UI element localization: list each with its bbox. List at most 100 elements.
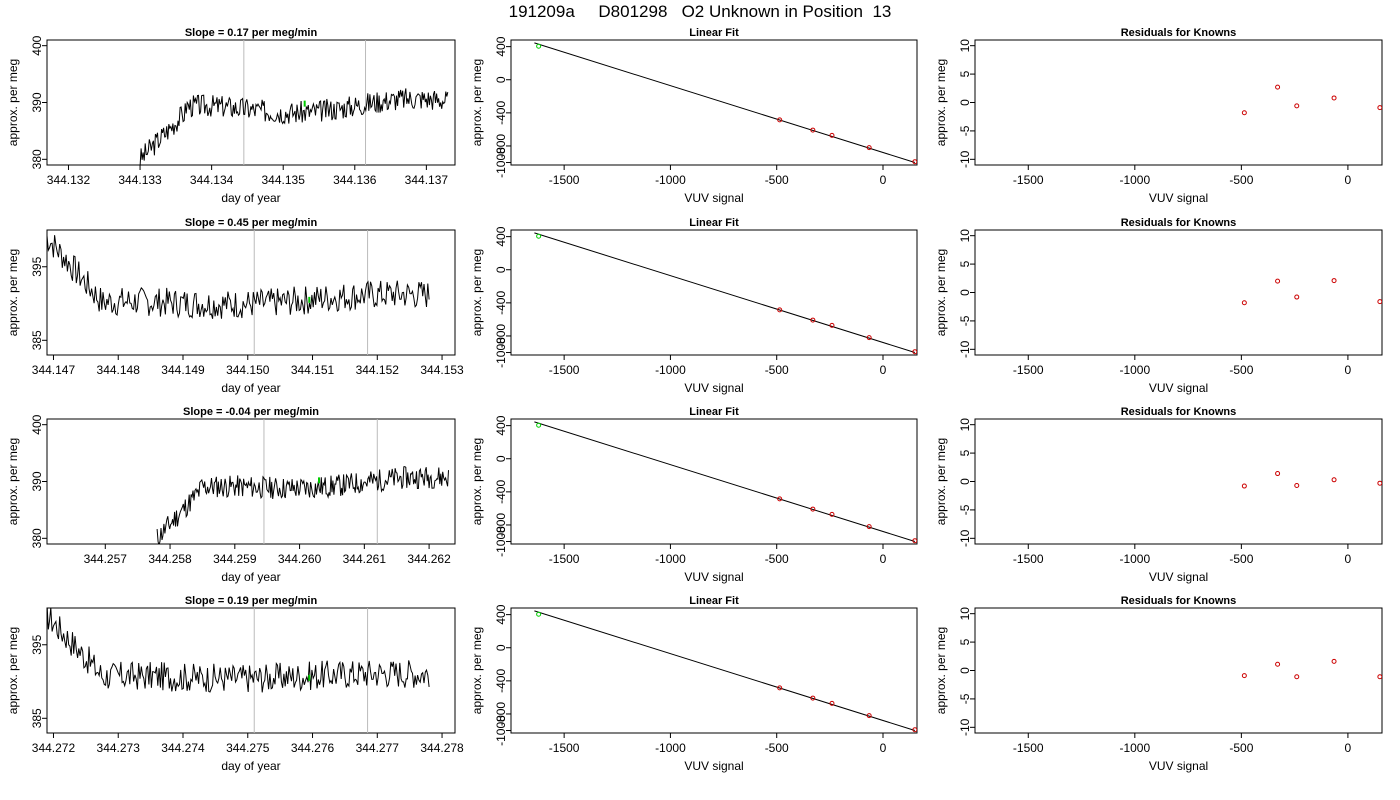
known-point [866,145,872,151]
y-tick-label: -800 [494,702,508,726]
x-axis-label: day of year [221,191,280,205]
chart-panel: Linear Fit-1500 -1000 -500 0-1000-800-40004… [470,595,918,773]
known-point [912,727,917,733]
x-tick-label: 344.137 [405,173,449,187]
x-tick-label: 344.273 [97,741,141,755]
x-tick-label: 344.134 [190,173,234,187]
x-tick-label: -500 [765,363,789,377]
y-tick-label: 400 [30,414,44,434]
residual-point [1275,84,1281,90]
chart-panel: Slope = 0.17 per meg/min 344.132 344.133 34… [6,27,456,205]
fit-line [534,42,916,163]
chart-title: Residuals for Knowns [1121,595,1237,607]
y-tick-label: 395 [30,256,44,276]
x-tick-label: 344.257 [84,552,128,566]
y-axis-label: approx. per meg [6,438,20,525]
chart-panel: Residuals for Knowns -1500 -1000 -500 0 -10 -5… [934,217,1383,395]
y-tick-label: -1000 [494,147,508,178]
plot-frame [46,229,456,356]
chart-title: Slope = 0.45 per meg/min [185,217,318,229]
x-tick-label: -1500 [1013,741,1044,755]
y-tick-label: 0 [958,478,972,485]
x-tick-label: 0 [880,741,887,755]
chart-panel: Linear Fit-1500 -1000 -500 0-1000-800-40004… [470,406,918,584]
known-point [810,695,816,701]
y-axis-label: approx. per meg [6,59,20,146]
chart-panel: Slope = 0.19 per meg/min 344.272 344.273 34… [6,595,464,773]
chart-panel: Linear Fit-1500 -1000 -500 0-1000-800-40004… [470,217,918,395]
x-tick-label: 344.148 [97,363,141,377]
residual-point [1377,105,1382,111]
y-tick-label: 400 [494,604,508,624]
chart-title: Slope = -0.04 per meg/min [183,406,319,418]
residual-point [1241,300,1247,306]
x-axis-label: VUV signal [1149,570,1208,584]
chart-title: Slope = 0.19 per meg/min [185,595,318,607]
known-point [912,538,917,544]
series-line [47,235,430,319]
plot-frame [46,39,456,166]
y-tick-label: 0 [958,667,972,674]
y-tick-label: 390 [30,471,44,491]
plot-frame [510,39,918,166]
x-axis-label: VUV signal [684,381,743,395]
y-tick-label: 0 [958,99,972,106]
y-axis-label: approx. per meg [934,249,948,336]
x-tick-label: -500 [1229,741,1253,755]
x-tick-label: -500 [1229,363,1253,377]
y-tick-label: -10 [958,529,972,547]
chart-panel: Slope = -0.04 per meg/min 344.257 344.258 3… [6,406,456,584]
chart-panel: Residuals for Knowns -1500 -1000 -500 0 -10 -5… [934,27,1383,205]
x-tick-label: 344.135 [262,173,306,187]
x-tick-label: 0 [1345,552,1352,566]
x-tick-label: 344.260 [278,552,322,566]
plot-frame [510,607,918,734]
x-tick-label: -1000 [655,552,686,566]
y-tick-label: 5 [958,70,972,77]
y-tick-label: 400 [494,36,508,56]
x-tick-label: 0 [880,173,887,187]
chart-panel: Residuals for Knowns -1500 -1000 -500 0 -10 -5… [934,595,1383,773]
y-axis-label: approx. per meg [6,627,20,714]
x-tick-label: 344.151 [291,363,335,377]
x-tick-label: -1000 [655,173,686,187]
residual-point [1241,483,1247,489]
x-axis-label: day of year [221,570,280,584]
known-point [810,127,816,133]
y-tick-label: -800 [494,324,508,348]
x-axis-label: VUV signal [1149,381,1208,395]
x-tick-label: -500 [765,552,789,566]
x-axis-label: VUV signal [684,570,743,584]
x-axis-label: day of year [221,381,280,395]
x-tick-label: 344.147 [32,363,76,377]
x-tick-label: -1000 [655,363,686,377]
x-tick-label: -500 [1229,552,1253,566]
known-point [829,511,835,517]
x-tick-label: -500 [1229,173,1253,187]
known-point [866,335,872,341]
y-tick-label: 5 [958,638,972,645]
y-tick-label: 0 [494,266,508,273]
y-tick-label: -800 [494,513,508,537]
chart-title: Residuals for Knowns [1121,217,1237,229]
x-tick-label: 344.278 [420,741,464,755]
series-line [47,608,430,693]
unknown-point [536,43,542,49]
x-tick-label: 344.132 [47,173,91,187]
chart-title: Slope = 0.17 per meg/min [185,27,318,39]
y-axis-label: approx. per meg [470,438,484,525]
y-axis-label: approx. per meg [470,59,484,146]
x-tick-label: 344.133 [118,173,162,187]
y-tick-label: 5 [958,260,972,267]
y-tick-label: -400 [494,669,508,693]
x-tick-label: 0 [1345,363,1352,377]
x-tick-label: 344.259 [213,552,257,566]
series-line [139,88,449,165]
x-axis-label: VUV signal [684,759,743,773]
x-axis-label: VUV signal [1149,191,1208,205]
x-tick-label: -1500 [1013,552,1044,566]
chart-title: Linear Fit [689,217,739,229]
known-point [777,307,783,313]
y-tick-label: -5 [958,315,972,326]
x-tick-label: -1500 [549,363,580,377]
